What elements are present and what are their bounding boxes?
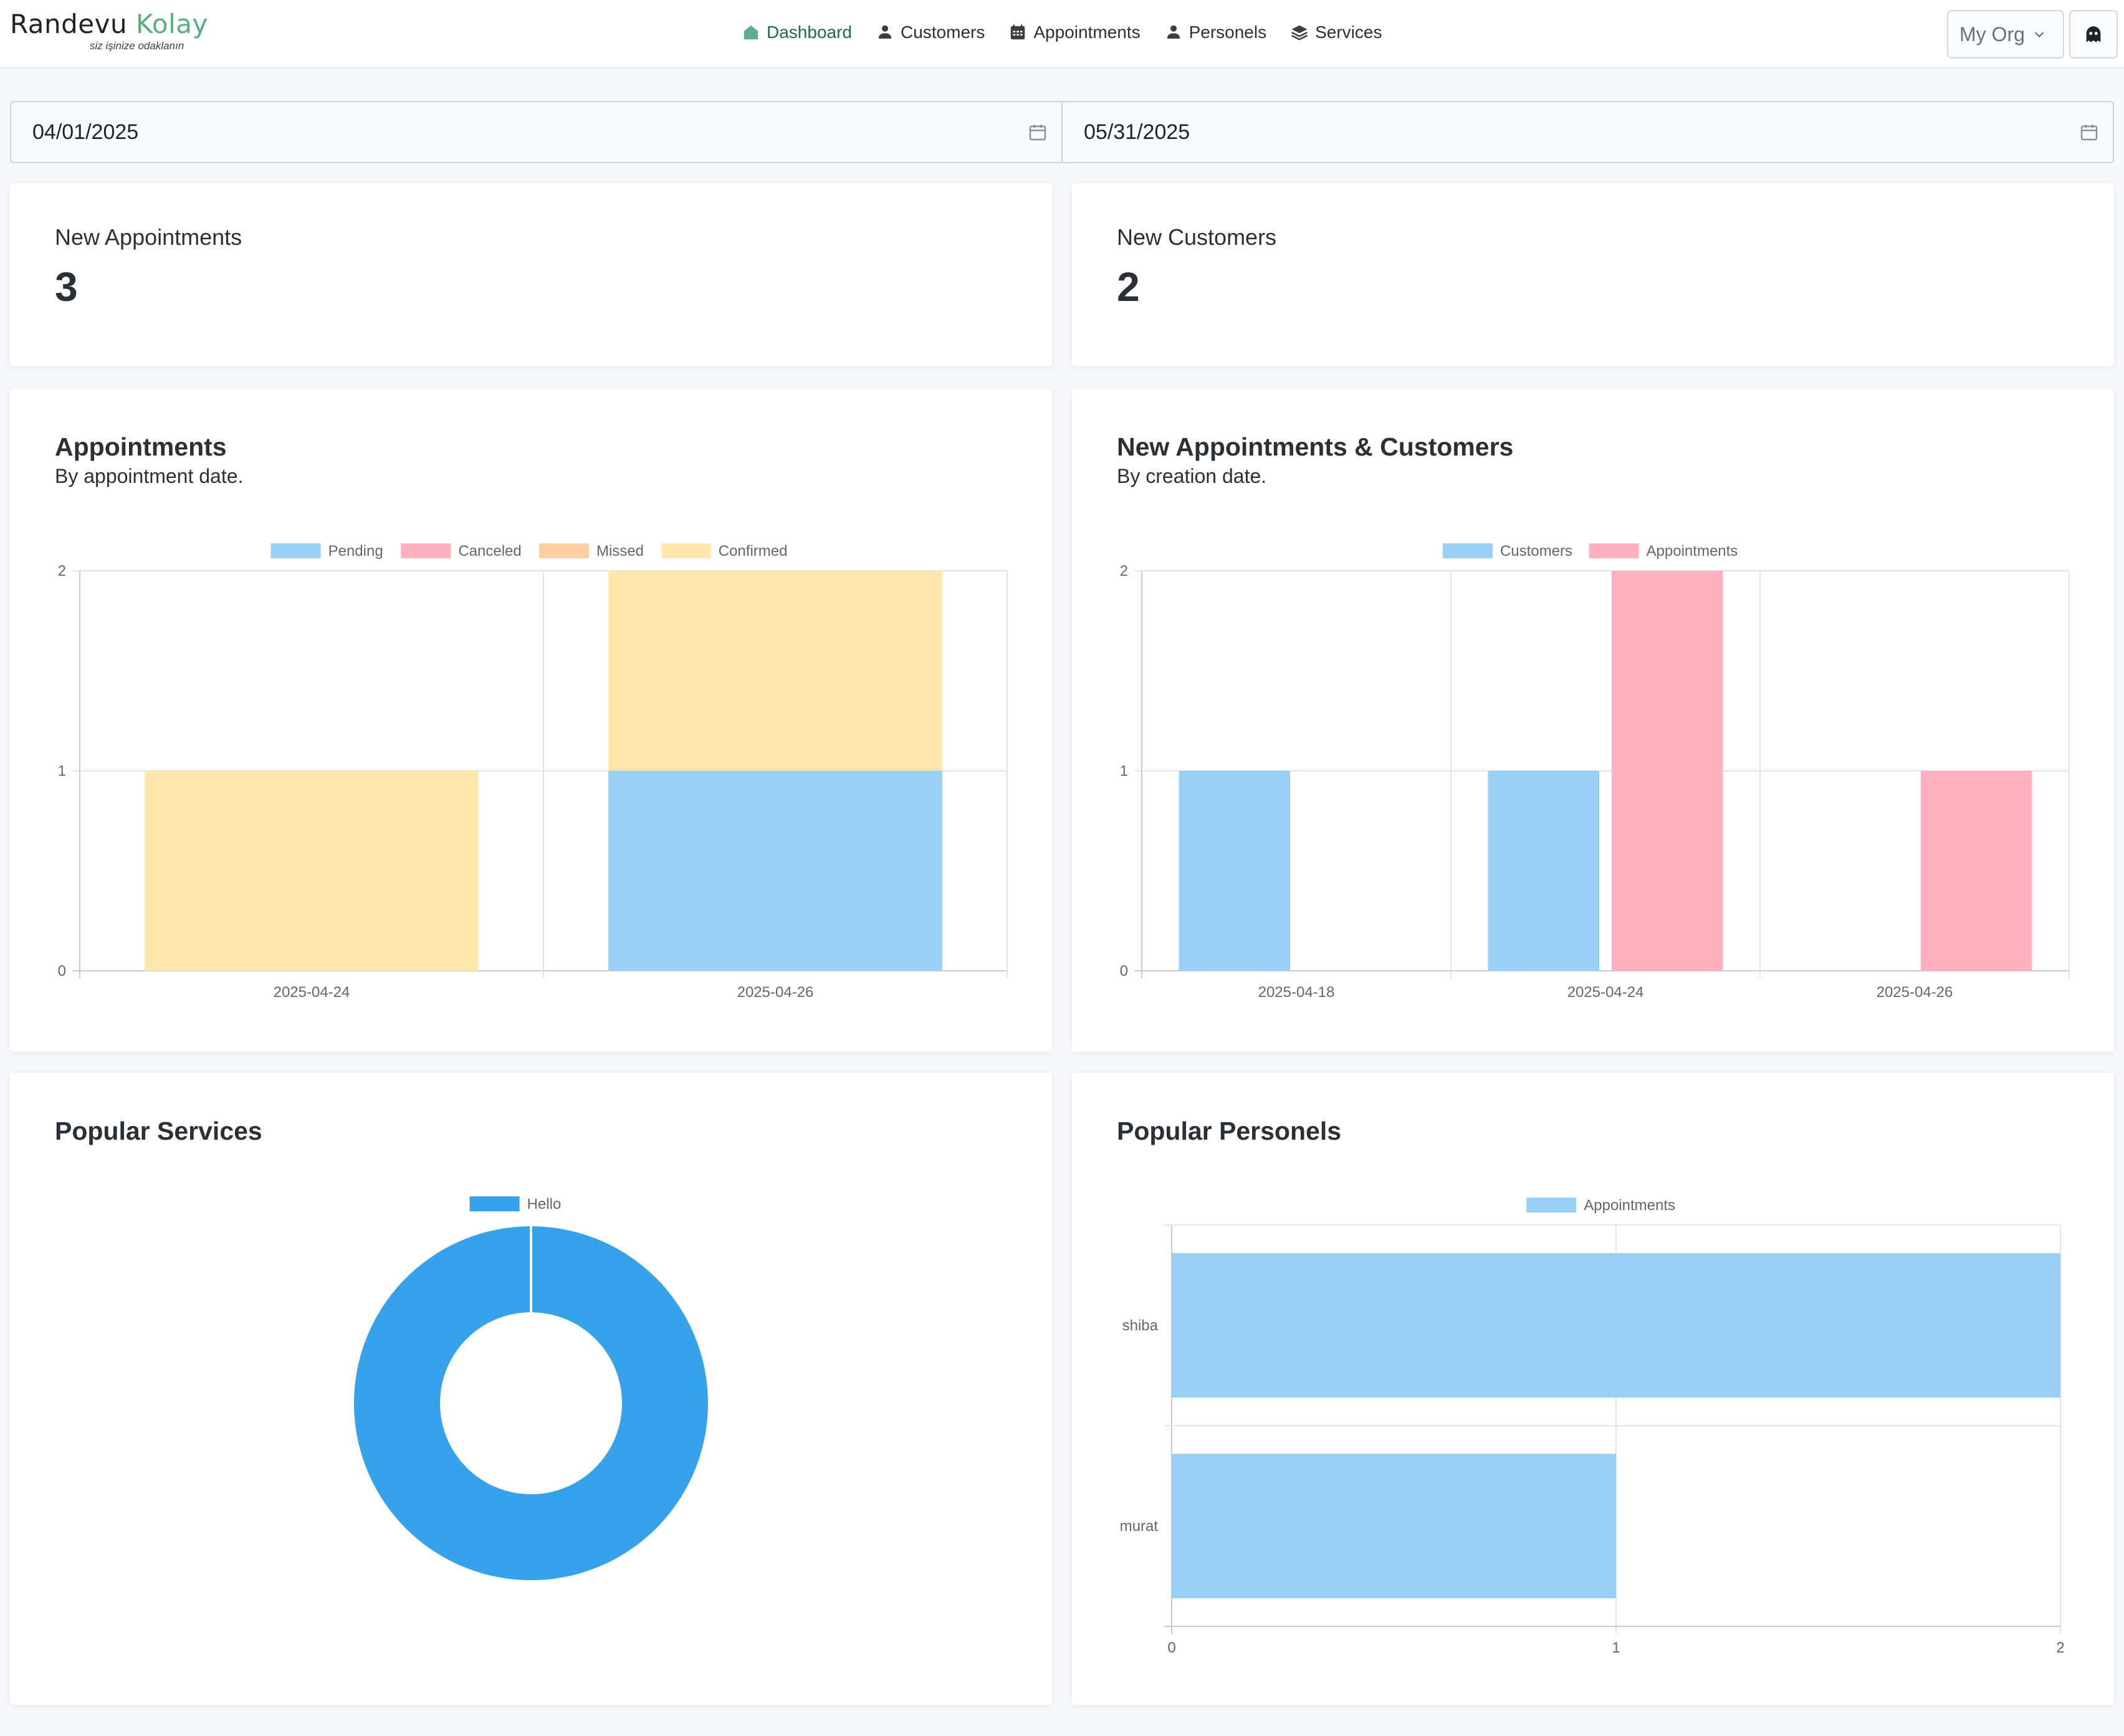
card-subtitle: By appointment date. — [55, 465, 244, 487]
y-tick-label: 1 — [58, 763, 66, 780]
main-nav: Dashboard Customers Appointments Persone… — [742, 22, 1382, 42]
card-subtitle: By creation date. — [1117, 465, 1267, 487]
legend-label: Pending — [328, 543, 383, 560]
bar — [608, 571, 942, 771]
stat-value: 3 — [55, 264, 78, 310]
logo-tagline: siz işinize odaklanın — [90, 40, 184, 52]
y-tick-label: murat — [1120, 1518, 1159, 1535]
nav-item-label: Dashboard — [767, 22, 852, 42]
legend-label: Appointments — [1647, 543, 1738, 560]
bar — [1172, 1454, 1616, 1598]
stat-label: New Appointments — [55, 224, 242, 250]
x-tick-label: 0 — [1167, 1639, 1175, 1656]
ghost-icon — [2086, 26, 2101, 42]
start-date-value: 04/01/2025 — [32, 120, 139, 144]
x-tick-label: 1 — [1612, 1639, 1620, 1656]
nav-item-label: Customers — [900, 22, 985, 42]
bar — [1488, 771, 1600, 971]
nav-item-services[interactable]: Services — [1290, 22, 1382, 42]
legend-label: Canceled — [458, 543, 521, 560]
chevron-down-icon — [2034, 32, 2044, 38]
calendar-icon[interactable] — [2079, 122, 2099, 142]
legend-swatch — [1442, 543, 1493, 558]
stat-card-new-customers: New Customers 2 — [1072, 183, 2114, 366]
stat-label: New Customers — [1117, 224, 1277, 250]
legend-swatch — [539, 543, 589, 558]
bar — [1179, 771, 1291, 971]
top-navbar: Randevu Kolay siz işinize odaklanın Dash… — [0, 0, 2124, 69]
bar — [608, 771, 942, 971]
end-date-value: 05/31/2025 — [1084, 120, 1190, 144]
card-title: Appointments — [55, 432, 227, 461]
layers-icon — [1291, 25, 1308, 41]
card-title: New Appointments & Customers — [1117, 432, 1514, 461]
legend-label: Missed — [596, 543, 644, 560]
stat-card-new-appointments: New Appointments 3 — [10, 183, 1052, 366]
y-tick-label: 2 — [1120, 563, 1128, 579]
new-items-chart: Customers Appointments 0 1 2 2025-04-18 2025-0… — [1120, 543, 2070, 1001]
home-icon — [744, 25, 758, 40]
y-tick-label: 0 — [1120, 963, 1128, 980]
nav-item-label: Personels — [1189, 22, 1267, 42]
x-tick-label: 2025-04-26 — [737, 984, 814, 1001]
bar — [1172, 1253, 2060, 1398]
stat-value: 2 — [1117, 264, 1140, 310]
nav-item-label: Services — [1315, 22, 1382, 42]
legend-label: Appointments — [1584, 1197, 1675, 1214]
nav-item-dashboard[interactable]: Dashboard — [742, 22, 852, 42]
y-tick-label: 0 — [58, 963, 66, 980]
appointments-chart-card: Appointments By appointment date. Pendin… — [10, 389, 1052, 1052]
nav-item-personels[interactable]: Personels — [1164, 22, 1267, 42]
y-tick-label: shiba — [1122, 1317, 1159, 1334]
calendar-icon[interactable] — [1028, 122, 1048, 142]
org-select[interactable]: My Org — [1947, 10, 2064, 59]
bar — [145, 771, 479, 971]
donut-slice — [353, 1226, 708, 1580]
x-tick-label: 2025-04-18 — [1258, 984, 1335, 1001]
bar — [1920, 771, 2032, 971]
logo-name-part1: Randevu — [10, 9, 128, 39]
nav-item-customers[interactable]: Customers — [876, 22, 985, 42]
legend-swatch — [469, 1196, 520, 1211]
legend-swatch — [401, 543, 451, 558]
y-tick-label: 1 — [1120, 763, 1128, 780]
legend-swatch — [270, 543, 321, 558]
popular-personels-card: Popular Personels Appointments 0 1 2 shiba mu… — [1072, 1073, 2114, 1705]
users-icon — [878, 25, 892, 39]
date-range-picker: 04/01/2025 05/31/2025 — [10, 101, 2114, 163]
x-tick-label: 2 — [2056, 1639, 2064, 1656]
calendar-grid-icon — [1011, 24, 1025, 40]
nav-item-appointments[interactable]: Appointments — [1008, 22, 1141, 42]
nav-item-label: Appointments — [1033, 22, 1141, 42]
end-date-field[interactable]: 05/31/2025 — [1061, 102, 2113, 162]
popular-personels-chart: Appointments 0 1 2 shiba murat — [1120, 1197, 2065, 1656]
logo-wordmark: Randevu Kolay — [10, 11, 208, 37]
legend-swatch — [661, 543, 711, 558]
bar — [1611, 571, 1723, 971]
legend-swatch — [1526, 1198, 1577, 1213]
users-icon — [1166, 25, 1180, 39]
new-items-chart-card: New Appointments & Customers By creation… — [1072, 389, 2114, 1052]
popular-services-card: Popular Services Hello — [10, 1073, 1052, 1705]
legend-label: Customers — [1500, 543, 1572, 560]
legend-label: Hello — [527, 1196, 562, 1213]
profile-button[interactable] — [2069, 10, 2118, 59]
org-select-value: My Org — [1959, 22, 2025, 45]
brand-logo[interactable]: Randevu Kolay siz işinize odaklanın — [10, 11, 208, 52]
logo-name-part2: Kolay — [135, 9, 208, 39]
appointments-chart: Pending Canceled Missed Confirmed 0 1 2 2025-04… — [58, 543, 1008, 1001]
x-tick-label: 2025-04-24 — [1567, 984, 1644, 1001]
x-tick-label: 2025-04-24 — [274, 984, 350, 1001]
legend-swatch — [1589, 543, 1639, 558]
legend-label: Confirmed — [719, 543, 788, 560]
start-date-field[interactable]: 04/01/2025 — [11, 102, 1061, 162]
card-title: Popular Personels — [1117, 1117, 1342, 1145]
card-title: Popular Services — [55, 1117, 262, 1145]
popular-services-chart: Hello — [353, 1196, 708, 1580]
x-tick-label: 2025-04-26 — [1877, 984, 1953, 1001]
y-tick-label: 2 — [58, 563, 66, 579]
